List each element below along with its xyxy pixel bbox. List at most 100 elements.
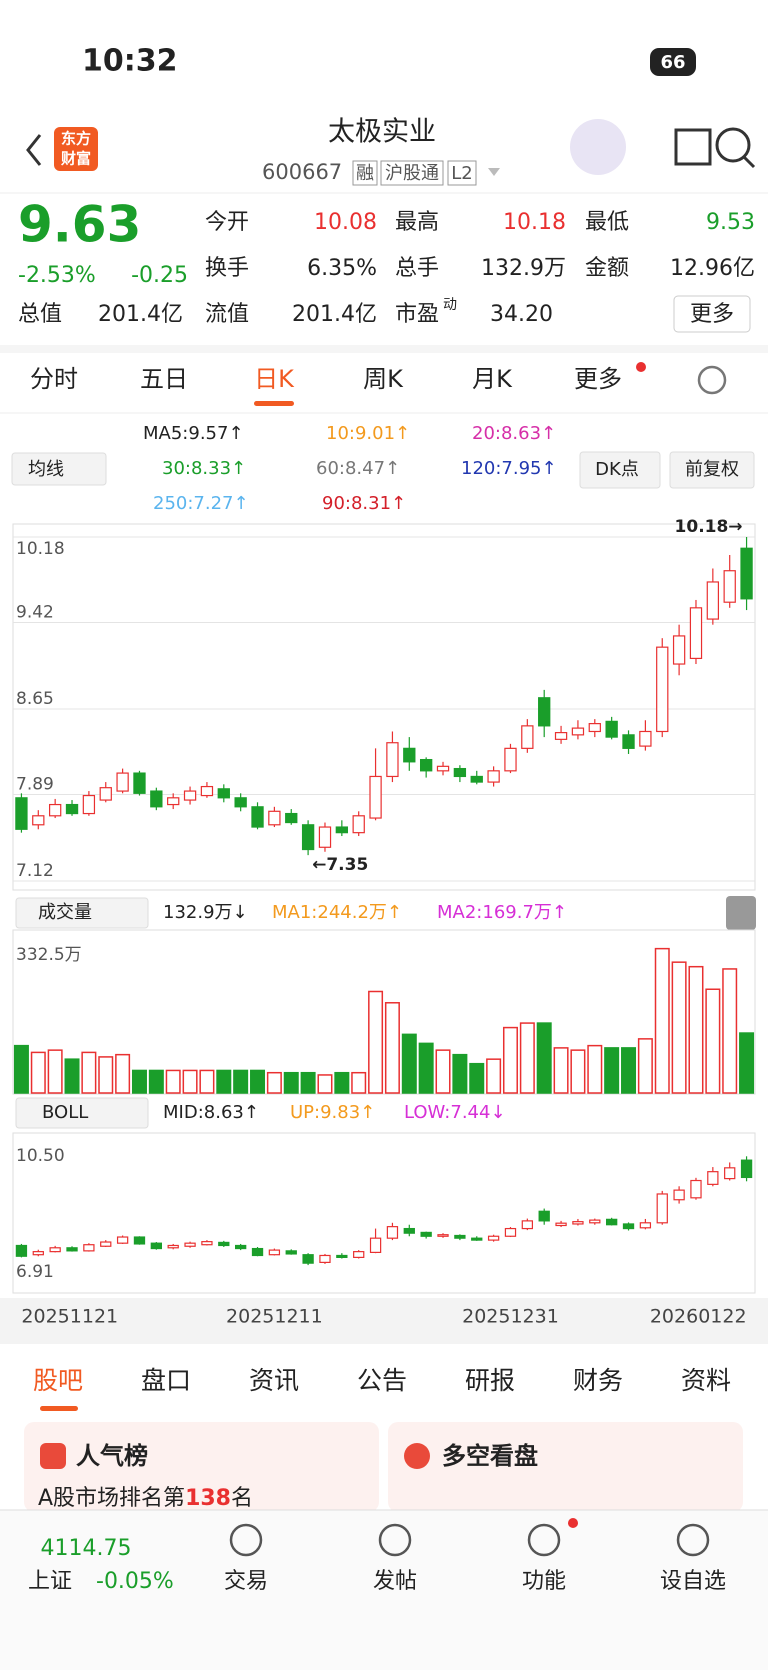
card-text: A股市场排名第138名: [38, 1486, 253, 1511]
boll-candle-body: [656, 1193, 668, 1224]
volume-bar: [98, 1056, 114, 1094]
boll-candle-body: [605, 1218, 618, 1226]
nav-label[interactable]: 设自选: [660, 1569, 726, 1594]
section-tab[interactable]: 公告: [357, 1366, 407, 1395]
field-value: 12.96亿: [670, 256, 755, 281]
card-title[interactable]: 人气榜: [76, 1442, 148, 1470]
boll-candle-body: [673, 1189, 685, 1201]
field-value: 201.4亿: [292, 302, 377, 327]
volume-bar: [182, 1069, 198, 1094]
boll-candle-body: [251, 1247, 264, 1257]
candle-body: [65, 803, 79, 815]
annotation: ←7.35: [312, 855, 368, 875]
boll-candle-body: [100, 1241, 112, 1247]
ma-legend: 60:8.47↑: [316, 458, 400, 479]
boll-candle-body: [201, 1241, 213, 1246]
more-label[interactable]: 更多: [690, 302, 734, 327]
nav-label[interactable]: 交易: [224, 1569, 268, 1594]
card-text: A股市场排名第: [38, 1486, 185, 1511]
boll-candle-body: [521, 1220, 533, 1230]
ma-legend: 30:8.33↑: [162, 458, 246, 479]
field-value: 10.08: [314, 210, 377, 235]
boll-candle-body: [555, 1222, 567, 1227]
index-name[interactable]: 上证: [28, 1569, 72, 1594]
ma-selector-label[interactable]: 均线: [28, 459, 64, 480]
section-tab[interactable]: 盘口: [141, 1366, 191, 1395]
collapse-button[interactable]: [726, 896, 756, 930]
boll-candle-body: [184, 1242, 196, 1247]
x-tick-label: 20260122: [650, 1306, 747, 1328]
candle-body: [521, 725, 534, 749]
index-change[interactable]: -0.05%: [96, 1569, 174, 1594]
tag-box: [380, 160, 444, 186]
candle-body: [301, 824, 315, 851]
boll-candle-body: [32, 1251, 44, 1256]
period-tab[interactable]: 月K: [472, 365, 513, 393]
volume-bar: [671, 961, 687, 1094]
boll-candle-body: [386, 1226, 399, 1239]
section-tab[interactable]: 研报: [465, 1366, 515, 1395]
dk-label[interactable]: DK点: [595, 459, 639, 480]
card[interactable]: [24, 1422, 379, 1512]
nav-icon[interactable]: [527, 1523, 561, 1557]
nav-icon[interactable]: [676, 1523, 710, 1557]
volume-bar: [165, 1069, 181, 1094]
field-value: 6.35%: [307, 256, 377, 281]
period-tab[interactable]: 五日: [140, 365, 188, 393]
kline-frame: [12, 523, 756, 891]
card[interactable]: [388, 1422, 743, 1512]
candle-body: [689, 607, 703, 660]
period-tab[interactable]: 分时: [30, 365, 78, 393]
nav-label[interactable]: 发帖: [373, 1569, 417, 1594]
boll-selector[interactable]: [15, 1097, 149, 1129]
tag: 融: [356, 163, 374, 184]
section-tab[interactable]: 资料: [681, 1366, 731, 1395]
nav-icon[interactable]: [378, 1523, 412, 1557]
share-button[interactable]: [674, 128, 712, 166]
dropdown-icon[interactable]: [488, 168, 500, 176]
index-value[interactable]: 4114.75: [41, 1536, 132, 1561]
card-title[interactable]: 多空看盘: [442, 1442, 538, 1470]
nav-icon[interactable]: [229, 1523, 263, 1557]
section-tab[interactable]: 资讯: [249, 1366, 299, 1395]
dk-button[interactable]: [579, 451, 661, 489]
ma-selector[interactable]: [11, 452, 107, 486]
boll-candle-body: [285, 1250, 297, 1255]
settings-button[interactable]: [697, 365, 727, 395]
volume-selector[interactable]: [15, 897, 149, 929]
candle-body: [656, 646, 669, 733]
field-value: 34.20: [490, 302, 553, 327]
period-tab[interactable]: 更多: [574, 365, 622, 393]
period-tab[interactable]: 周K: [363, 365, 404, 393]
volume-selector-label[interactable]: 成交量: [38, 902, 92, 923]
candle-body: [251, 806, 264, 828]
back-button[interactable]: [26, 134, 42, 166]
boll-candle-body: [235, 1244, 247, 1250]
search-button[interactable]: [715, 127, 751, 163]
boll-candle-body: [403, 1227, 415, 1234]
boll-candle-body: [724, 1167, 736, 1180]
candle-body: [183, 790, 197, 801]
boll-candle-body: [116, 1236, 129, 1244]
nav-label[interactable]: 功能: [522, 1569, 566, 1594]
period-tab[interactable]: 日K: [254, 365, 295, 393]
battery-level: 66: [660, 52, 685, 73]
ma-legend: 20:8.63↑: [472, 423, 556, 444]
boll-candle-body: [454, 1234, 466, 1239]
y-tick-label: 10.50: [16, 1146, 65, 1166]
field-label: 总手: [395, 256, 439, 281]
candle-body: [15, 797, 28, 830]
adjust-button[interactable]: [669, 451, 755, 489]
boll-candle-body: [268, 1249, 281, 1256]
boll-candle-body: [133, 1236, 146, 1245]
field-value: 10.18: [503, 210, 566, 235]
candle-body: [605, 720, 618, 738]
boll-candle-body: [302, 1254, 314, 1264]
section-tab[interactable]: 财务: [573, 1366, 623, 1395]
volume-bar: [199, 1069, 215, 1094]
section-tab[interactable]: 股吧: [33, 1366, 83, 1395]
adjust-label[interactable]: 前复权: [685, 459, 739, 480]
more-button[interactable]: [673, 295, 751, 333]
avatar[interactable]: [570, 119, 626, 175]
candle-body: [622, 734, 635, 749]
